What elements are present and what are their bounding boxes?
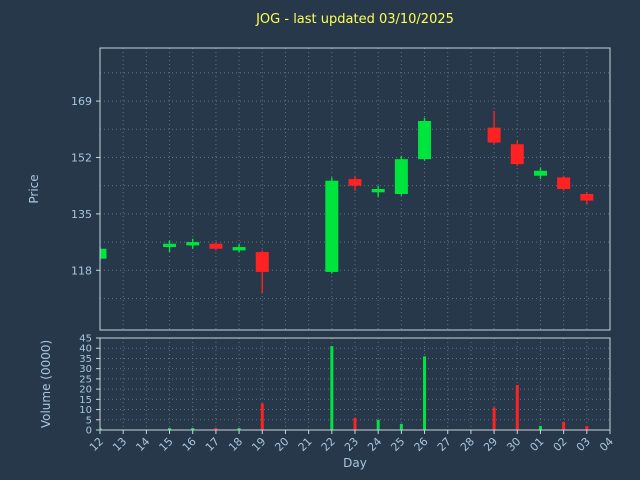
volume-bar-26 xyxy=(423,356,427,430)
svg-text:26: 26 xyxy=(412,435,431,454)
svg-text:35: 35 xyxy=(79,354,92,365)
volume-bar-18 xyxy=(237,427,241,430)
candle-12 xyxy=(100,247,107,261)
svg-text:28: 28 xyxy=(458,435,477,454)
svg-text:20: 20 xyxy=(272,435,291,454)
volume-bar-15 xyxy=(168,427,172,430)
volume-bar-03 xyxy=(585,425,589,430)
volume-bar-24 xyxy=(376,419,380,430)
svg-text:118: 118 xyxy=(71,264,92,277)
svg-text:24: 24 xyxy=(365,435,384,454)
svg-text:13: 13 xyxy=(110,435,129,454)
candle-30 xyxy=(510,140,524,166)
svg-text:27: 27 xyxy=(435,435,454,454)
svg-text:30: 30 xyxy=(504,435,523,454)
svg-text:25: 25 xyxy=(388,435,407,454)
svg-text:15: 15 xyxy=(157,435,176,454)
svg-text:5: 5 xyxy=(86,415,92,426)
chart-title: JOG - last updated 03/10/2025 xyxy=(256,12,454,27)
volume-layer xyxy=(100,346,589,430)
svg-text:01: 01 xyxy=(527,435,546,454)
volume-bar-23 xyxy=(353,417,357,430)
svg-text:40: 40 xyxy=(79,344,92,355)
candle-16 xyxy=(186,238,200,249)
candle-25 xyxy=(394,155,408,196)
candle-15 xyxy=(163,240,177,253)
candle-22 xyxy=(325,177,339,274)
volume-bar-01 xyxy=(538,425,542,430)
svg-text:12: 12 xyxy=(87,435,106,454)
svg-text:20: 20 xyxy=(79,385,92,396)
svg-text:03: 03 xyxy=(574,435,593,454)
svg-text:19: 19 xyxy=(249,435,268,454)
svg-text:23: 23 xyxy=(342,435,361,454)
volume-bar-12 xyxy=(100,427,102,430)
svg-text:25: 25 xyxy=(79,374,92,385)
panel-frames xyxy=(99,47,611,431)
candle-29 xyxy=(487,111,501,145)
svg-text:152: 152 xyxy=(71,151,92,164)
volume-bar-02 xyxy=(562,421,566,430)
svg-text:169: 169 xyxy=(71,95,92,108)
svg-text:10: 10 xyxy=(79,405,92,416)
candle-19 xyxy=(255,250,269,294)
svg-text:17: 17 xyxy=(203,435,222,454)
volume-bar-19 xyxy=(260,403,264,430)
svg-text:15: 15 xyxy=(79,395,92,406)
volume-bar-22 xyxy=(330,346,334,430)
volume-bar-29 xyxy=(492,407,496,430)
svg-text:30: 30 xyxy=(79,364,92,375)
candle-17 xyxy=(209,242,223,251)
svg-text:45: 45 xyxy=(79,334,92,345)
svg-text:21: 21 xyxy=(296,435,315,454)
candle-23 xyxy=(348,175,362,191)
candle-01 xyxy=(533,167,547,180)
svg-text:18: 18 xyxy=(226,435,245,454)
svg-text:0: 0 xyxy=(86,426,92,437)
volume-bar-17 xyxy=(214,427,218,430)
candles-layer xyxy=(100,111,594,294)
volume-bar-30 xyxy=(515,385,519,430)
svg-text:04: 04 xyxy=(597,435,616,454)
svg-text:16: 16 xyxy=(180,435,199,454)
svg-text:29: 29 xyxy=(481,435,500,454)
x-axis-label: Day xyxy=(343,456,367,470)
candle-26 xyxy=(418,117,432,161)
volume-bar-25 xyxy=(399,423,403,430)
candle-02 xyxy=(557,175,571,191)
candle-18 xyxy=(232,243,246,253)
svg-text:135: 135 xyxy=(71,208,92,221)
svg-text:02: 02 xyxy=(551,435,570,454)
candle-24 xyxy=(371,185,385,198)
candle-03 xyxy=(580,192,594,204)
svg-text:22: 22 xyxy=(319,435,338,454)
grid-layer xyxy=(99,48,611,430)
svg-text:14: 14 xyxy=(133,435,152,454)
volume-bar-16 xyxy=(191,427,195,430)
